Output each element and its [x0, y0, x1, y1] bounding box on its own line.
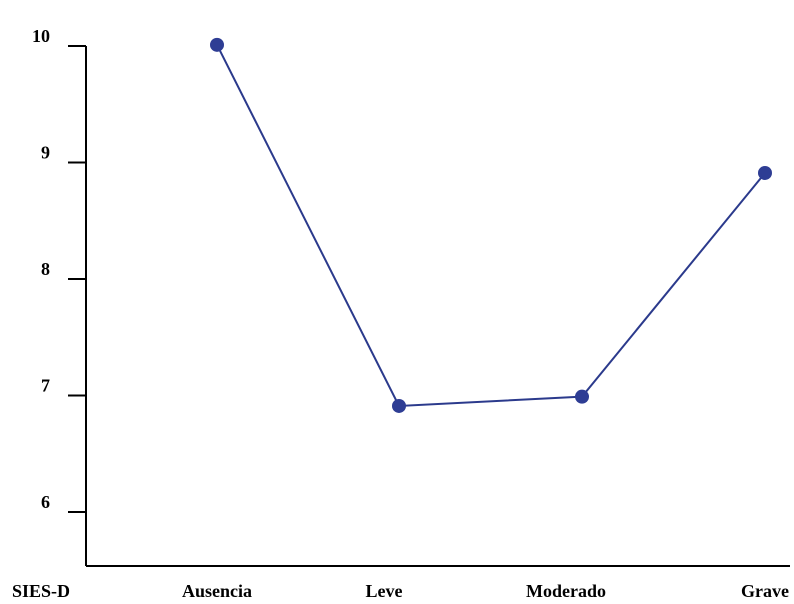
x-tick-label: Grave — [741, 581, 789, 601]
y-tick-label: 9 — [41, 143, 50, 163]
y-tick-label: 10 — [32, 26, 50, 46]
x-tick-label: Ausencia — [182, 581, 252, 601]
series-line — [216, 44, 766, 408]
y-ticks: 10 9 8 7 6 — [32, 26, 86, 513]
data-point — [392, 398, 406, 413]
y-tick-label: 6 — [41, 492, 50, 512]
y-tick-label: 8 — [41, 259, 50, 279]
x-axis-title: SIES-D — [12, 581, 70, 601]
x-category-labels: Ausencia Leve Moderado Grave — [182, 581, 789, 601]
x-tick-label: Moderado — [526, 581, 606, 601]
data-point — [575, 389, 589, 404]
y-tick-label: 7 — [41, 376, 50, 396]
series-group — [210, 37, 772, 413]
data-point — [758, 165, 772, 180]
data-point — [210, 37, 224, 52]
chart-axes — [85, 46, 790, 567]
x-tick-label: Leve — [366, 581, 403, 601]
